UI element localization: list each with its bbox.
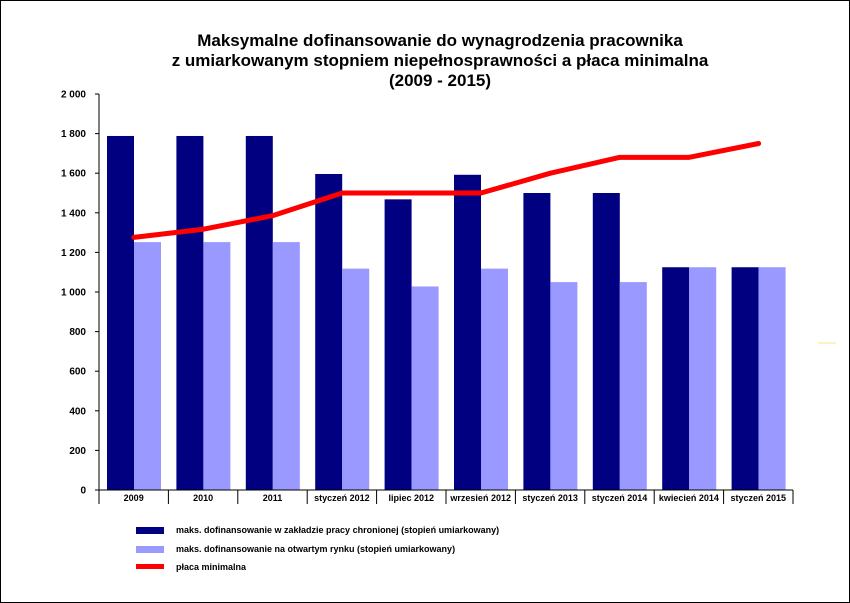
y-tick-label: 0 — [80, 486, 86, 497]
y-tick-label: 800 — [69, 327, 86, 338]
x-category-label: 2010 — [193, 493, 213, 503]
y-tick-label: 2 000 — [61, 90, 86, 101]
bar-series2 — [619, 282, 647, 490]
chart-title: Maksymalne dofinansowanie do wynagrodzen… — [172, 31, 709, 90]
x-category-label: lipiec 2012 — [389, 493, 435, 503]
bar-series1 — [662, 267, 690, 490]
legend-swatch-line — [136, 564, 164, 569]
bar-series2 — [342, 268, 370, 490]
bar-series2 — [758, 267, 786, 490]
x-category-label: styczeń 2014 — [592, 493, 648, 503]
legend-label: maks. dofinansowanie na otwartym rynku (… — [176, 544, 455, 554]
y-tick-label: 400 — [69, 406, 86, 417]
bar-series1 — [592, 193, 620, 490]
bar-series2 — [689, 267, 717, 490]
y-tick-label: 600 — [69, 367, 86, 378]
y-tick-label: 1 400 — [61, 208, 86, 219]
bar-series1 — [107, 135, 134, 490]
y-axis: 0 200 400 600 800 1 000 1 200 1 400 1 600 1 800 2 … — [61, 90, 100, 497]
chart-title-line-1: Maksymalne dofinansowanie do wynagrodzen… — [197, 31, 683, 50]
min-wage-line-path — [131, 141, 762, 240]
bar-series1 — [176, 135, 204, 490]
chart-title-line-3: (2009 - 2015) — [389, 71, 491, 90]
x-category-label: 2009 — [124, 493, 144, 503]
y-tick-label: 200 — [69, 446, 86, 457]
bar-series1 — [245, 135, 273, 490]
legend: maks. dofinansowanie w zakładzie pracy c… — [136, 525, 499, 572]
x-category-label: styczeń 2015 — [731, 493, 787, 503]
bar-series1 — [454, 174, 481, 490]
bar-series1 — [523, 193, 551, 490]
bar-series1 — [315, 173, 343, 490]
x-category-label: kwiecień 2014 — [659, 493, 719, 503]
bars — [107, 135, 786, 490]
y-tick-label: 1 800 — [61, 129, 86, 140]
bar-series1 — [731, 267, 759, 490]
min-wage-line — [131, 141, 762, 240]
legend-swatch-bar — [136, 527, 164, 534]
x-axis: 2009 2010 2011 styczeń 2012 lipiec 2012 wrzes… — [98, 489, 794, 504]
y-tick-label: 1 600 — [61, 169, 86, 180]
bar-series1 — [384, 199, 412, 490]
legend-swatch-bar — [136, 546, 164, 553]
bar-series2 — [481, 268, 508, 490]
bar-series2 — [203, 242, 231, 490]
y-tick-label: 1 000 — [61, 288, 86, 299]
bar-series2 — [411, 286, 439, 490]
bar-series2 — [134, 242, 161, 490]
bar-series2 — [272, 242, 300, 490]
x-category-label: styczeń 2012 — [314, 493, 370, 503]
y-tick-label: 1 200 — [61, 248, 86, 259]
legend-label: maks. dofinansowanie w zakładzie pracy c… — [176, 525, 499, 535]
x-category-label: 2011 — [263, 493, 283, 503]
chart-title-line-2: z umiarkowanym stopniem niepełnosprawnoś… — [172, 51, 709, 70]
x-category-label: wrzesień 2012 — [449, 493, 511, 503]
x-category-label: styczeń 2013 — [522, 493, 578, 503]
legend-label: płaca minimalna — [176, 562, 247, 572]
bar-series2 — [550, 282, 578, 490]
